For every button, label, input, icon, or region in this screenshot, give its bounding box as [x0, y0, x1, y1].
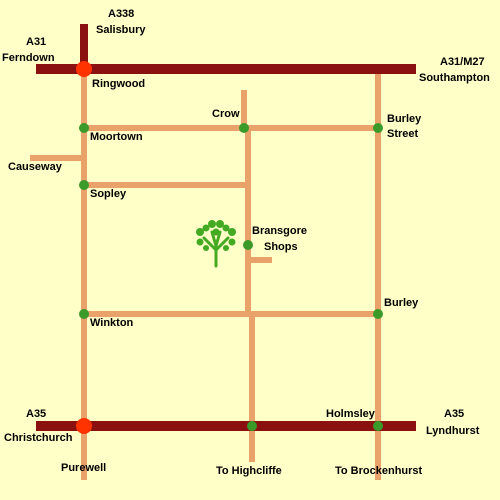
label-southampton: Southampton [419, 72, 490, 84]
label-to-highcliffe: To Highcliffe [216, 465, 282, 477]
junction-bransgore-shops [243, 240, 253, 250]
junction-winkton [79, 309, 89, 319]
label-a31-east: A31/M27 [440, 56, 485, 68]
junction-christchurch [76, 418, 92, 434]
label-purewell: Purewell [61, 462, 107, 474]
junction-crow [239, 123, 249, 133]
label-burley-street-line1: Burley [387, 113, 422, 125]
label-burley: Burley [384, 297, 419, 309]
label-bransgore-line2: Shops [264, 241, 298, 253]
junction-moortown [79, 123, 89, 133]
label-to-brockenhurst: To Brockenhurst [335, 465, 423, 477]
label-salisbury: Salisbury [96, 24, 146, 36]
label-ferndown: Ferndown [2, 52, 55, 64]
label-crow: Crow [212, 108, 240, 120]
label-burley-street-line2: Street [387, 128, 419, 140]
label-christchurch: Christchurch [4, 432, 73, 444]
junctions [76, 61, 383, 434]
label-ringwood: Ringwood [92, 78, 146, 90]
label-lyndhurst: Lyndhurst [426, 425, 480, 437]
junction-burley [373, 309, 383, 319]
label-a35-east: A35 [444, 408, 465, 420]
tree-icon [196, 220, 236, 268]
junction-burley-street [373, 123, 383, 133]
junction-ringwood [76, 61, 92, 77]
label-a31-west: A31 [26, 36, 47, 48]
label-sopley: Sopley [90, 188, 127, 200]
junction-highcliffe [247, 421, 257, 431]
label-a338: A338 [108, 8, 135, 20]
label-causeway: Causeway [8, 161, 62, 173]
junction-holmsley [373, 421, 383, 431]
label-winkton: Winkton [90, 317, 134, 329]
junction-sopley [79, 180, 89, 190]
label-a35-west: A35 [26, 408, 47, 420]
label-moortown: Moortown [90, 131, 143, 143]
minor-roads [30, 68, 381, 480]
label-bransgore-line1: Bransgore [252, 225, 308, 237]
label-holmsley: Holmsley [326, 408, 375, 420]
